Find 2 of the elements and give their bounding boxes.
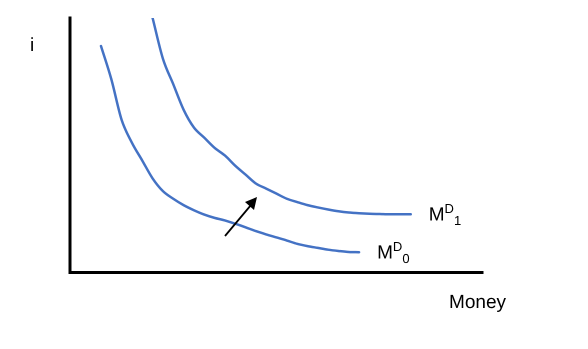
y-axis-title: i <box>30 35 34 56</box>
x-axis-title: Money <box>449 292 506 313</box>
